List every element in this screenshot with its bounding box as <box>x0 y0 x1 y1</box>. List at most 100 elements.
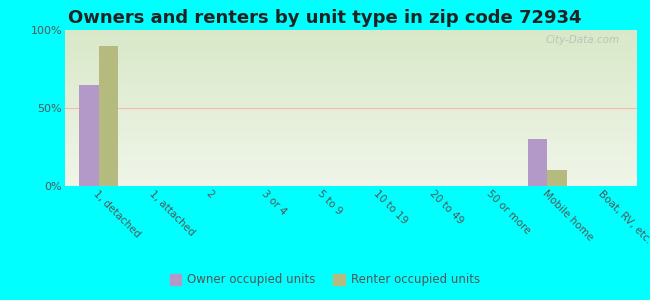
Bar <box>65 166 637 167</box>
Bar <box>65 113 637 114</box>
Bar <box>65 55 637 56</box>
Bar <box>65 160 637 161</box>
Bar <box>65 153 637 155</box>
Bar <box>99 46 118 186</box>
Bar <box>65 121 637 122</box>
Bar <box>65 102 637 103</box>
Bar <box>65 58 637 60</box>
Bar <box>65 124 637 125</box>
Bar <box>65 108 637 110</box>
Bar <box>65 138 637 139</box>
Bar <box>65 130 637 131</box>
Bar <box>65 70 637 72</box>
Bar <box>65 56 637 58</box>
Bar <box>65 32 637 33</box>
Bar <box>65 36 637 38</box>
Bar <box>65 148 637 150</box>
Bar <box>65 68 637 69</box>
Bar <box>65 88 637 89</box>
Bar <box>65 92 637 94</box>
Bar <box>65 49 637 50</box>
Bar <box>65 116 637 117</box>
Bar <box>528 139 547 186</box>
Bar <box>65 164 637 166</box>
Bar <box>65 180 637 181</box>
Bar <box>65 173 637 175</box>
Text: City-Data.com: City-Data.com <box>546 35 620 45</box>
Bar <box>65 150 637 152</box>
Bar <box>65 158 637 160</box>
Bar <box>65 83 637 85</box>
Bar <box>65 100 637 102</box>
Bar <box>65 155 637 156</box>
Bar <box>65 175 637 177</box>
Bar <box>65 60 637 61</box>
Bar <box>65 139 637 141</box>
Bar <box>65 61 637 63</box>
Legend: Owner occupied units, Renter occupied units: Owner occupied units, Renter occupied un… <box>165 269 485 291</box>
Bar <box>65 94 637 95</box>
Bar <box>65 111 637 113</box>
Bar <box>65 103 637 105</box>
Bar <box>65 82 637 83</box>
Bar <box>65 85 637 86</box>
Bar <box>65 141 637 142</box>
Bar <box>65 66 637 68</box>
Bar <box>65 122 637 124</box>
Bar <box>65 170 637 172</box>
Bar <box>65 128 637 130</box>
Bar <box>65 134 637 136</box>
Bar <box>65 77 637 78</box>
Bar <box>65 161 637 163</box>
Bar <box>65 35 637 36</box>
Bar <box>65 44 637 46</box>
Bar <box>65 146 637 147</box>
Bar <box>65 91 637 92</box>
Bar <box>65 167 637 169</box>
Bar <box>65 117 637 119</box>
Bar <box>65 172 637 173</box>
Bar <box>65 52 637 53</box>
Bar <box>65 184 637 186</box>
Bar <box>65 119 637 121</box>
Bar <box>65 147 637 148</box>
Bar <box>65 63 637 64</box>
Bar <box>65 183 637 184</box>
Bar <box>547 170 567 186</box>
Bar <box>65 30 637 31</box>
Bar <box>65 163 637 164</box>
Bar <box>65 110 637 111</box>
Bar <box>65 142 637 144</box>
Bar <box>65 39 637 41</box>
Bar <box>65 38 637 39</box>
Bar <box>65 74 637 75</box>
Bar <box>65 47 637 49</box>
Bar <box>65 178 637 180</box>
Bar <box>65 89 637 91</box>
Bar <box>65 136 637 138</box>
Bar <box>65 127 637 128</box>
Bar <box>65 152 637 153</box>
Bar <box>65 99 637 100</box>
Bar <box>65 95 637 97</box>
Bar <box>65 114 637 116</box>
Bar <box>79 85 99 186</box>
Bar <box>65 156 637 158</box>
Bar <box>65 169 637 170</box>
Bar <box>65 43 637 44</box>
Bar <box>65 106 637 108</box>
Bar <box>65 105 637 106</box>
Bar <box>65 69 637 70</box>
Bar <box>65 50 637 52</box>
Bar <box>65 86 637 88</box>
Bar <box>65 46 637 47</box>
Bar <box>65 125 637 127</box>
Bar <box>65 133 637 134</box>
Bar <box>65 33 637 35</box>
Bar <box>65 72 637 74</box>
Bar <box>65 64 637 66</box>
Bar <box>65 75 637 77</box>
Bar <box>65 41 637 43</box>
Bar <box>65 53 637 55</box>
Bar <box>65 80 637 82</box>
